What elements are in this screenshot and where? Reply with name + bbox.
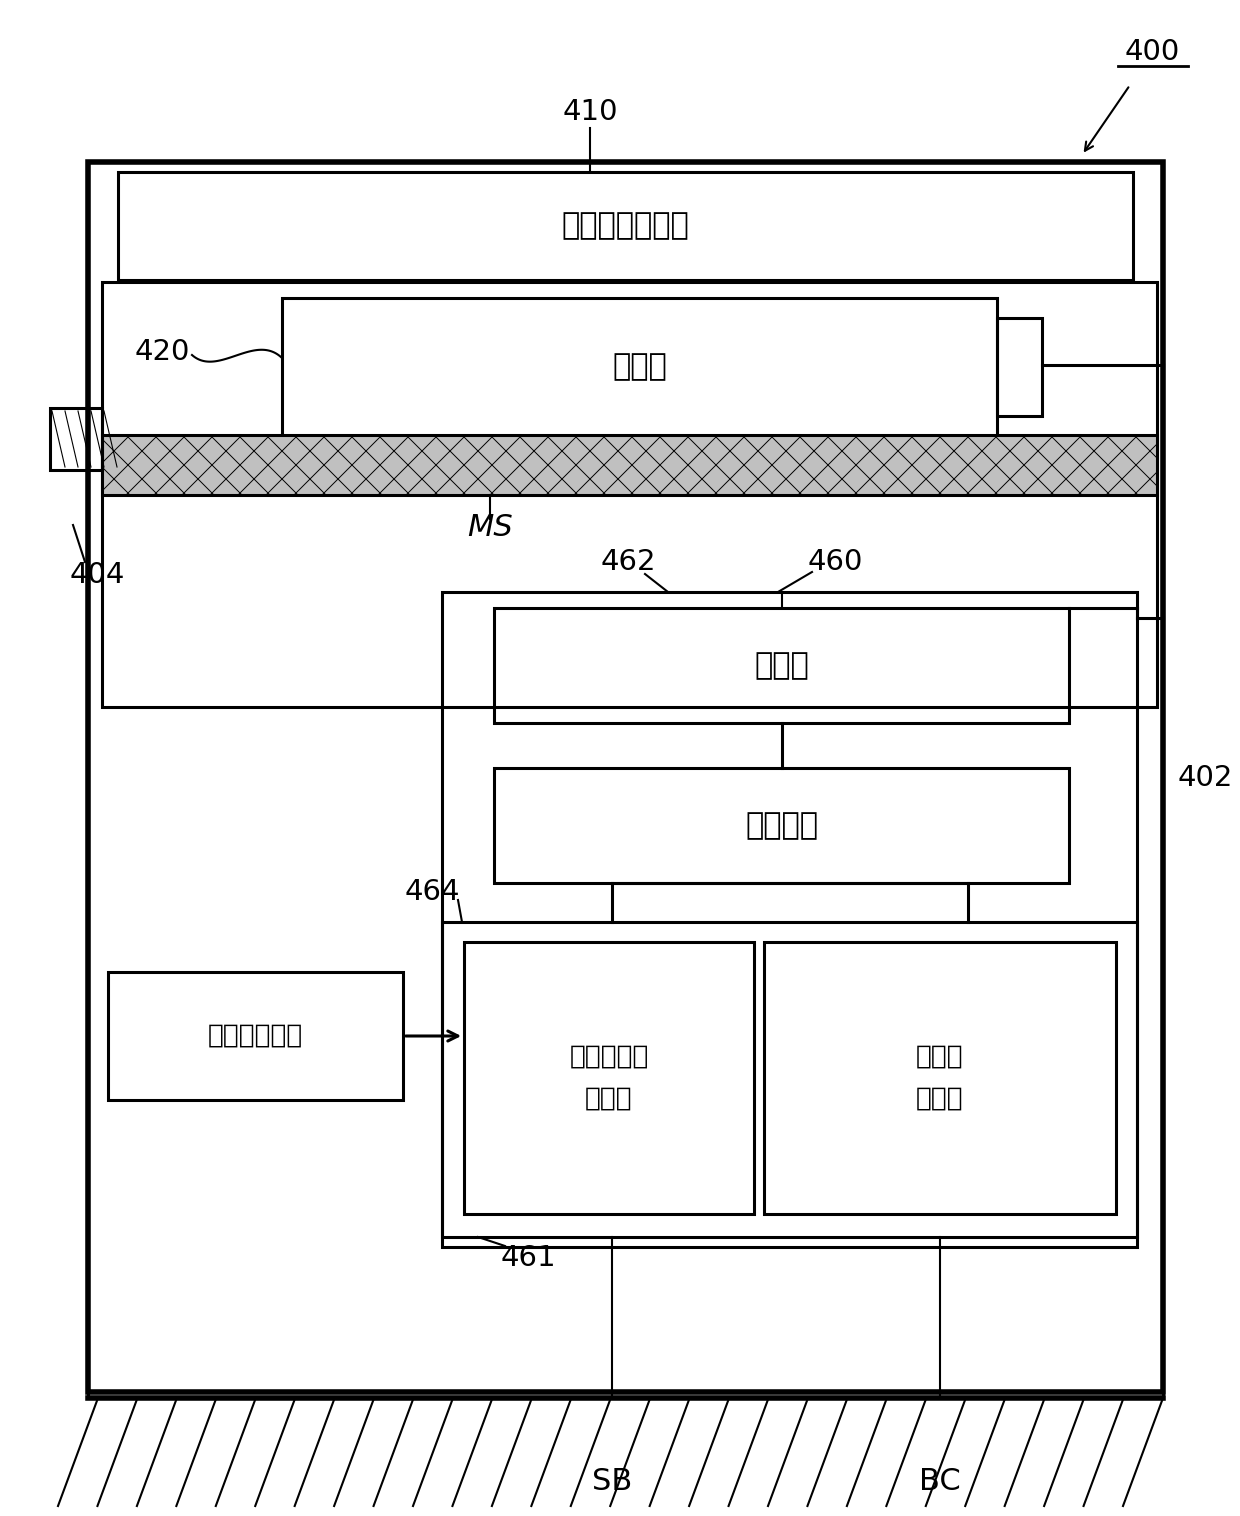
Bar [464, 941, 754, 1214]
Text: 461: 461 [500, 1245, 556, 1272]
Text: 400: 400 [1125, 38, 1179, 67]
Bar [102, 282, 1157, 706]
Bar [441, 593, 1137, 1248]
Bar [997, 318, 1042, 415]
Text: BC: BC [919, 1467, 961, 1496]
Bar [118, 171, 1133, 280]
Text: 开关电路: 开关电路 [745, 811, 818, 840]
Bar [441, 922, 1137, 1237]
Bar [494, 769, 1069, 882]
Bar [281, 299, 997, 437]
Text: 460: 460 [807, 547, 863, 576]
Text: 462: 462 [600, 547, 656, 576]
Bar [764, 941, 1116, 1214]
Bar [102, 435, 1157, 496]
Bar [108, 972, 403, 1101]
Text: 410: 410 [562, 99, 618, 126]
Text: 太阳能电池面板: 太阳能电池面板 [562, 212, 689, 241]
Bar [50, 408, 102, 470]
Text: MS: MS [467, 514, 513, 543]
Text: 电池包
充电器: 电池包 充电器 [916, 1045, 963, 1113]
Text: SB: SB [591, 1467, 632, 1496]
Bar [88, 162, 1163, 1392]
Bar [494, 608, 1069, 723]
Text: 到自行车插座: 到自行车插座 [208, 1023, 303, 1049]
Text: 小型摩托车
用电源: 小型摩托车 用电源 [569, 1045, 649, 1113]
Text: 逆变器: 逆变器 [754, 650, 808, 681]
Text: 420: 420 [134, 338, 190, 365]
Text: 404: 404 [69, 561, 125, 590]
Text: 402: 402 [1177, 764, 1233, 791]
Text: 464: 464 [404, 878, 460, 907]
Text: 电池筱: 电池筱 [613, 353, 667, 382]
